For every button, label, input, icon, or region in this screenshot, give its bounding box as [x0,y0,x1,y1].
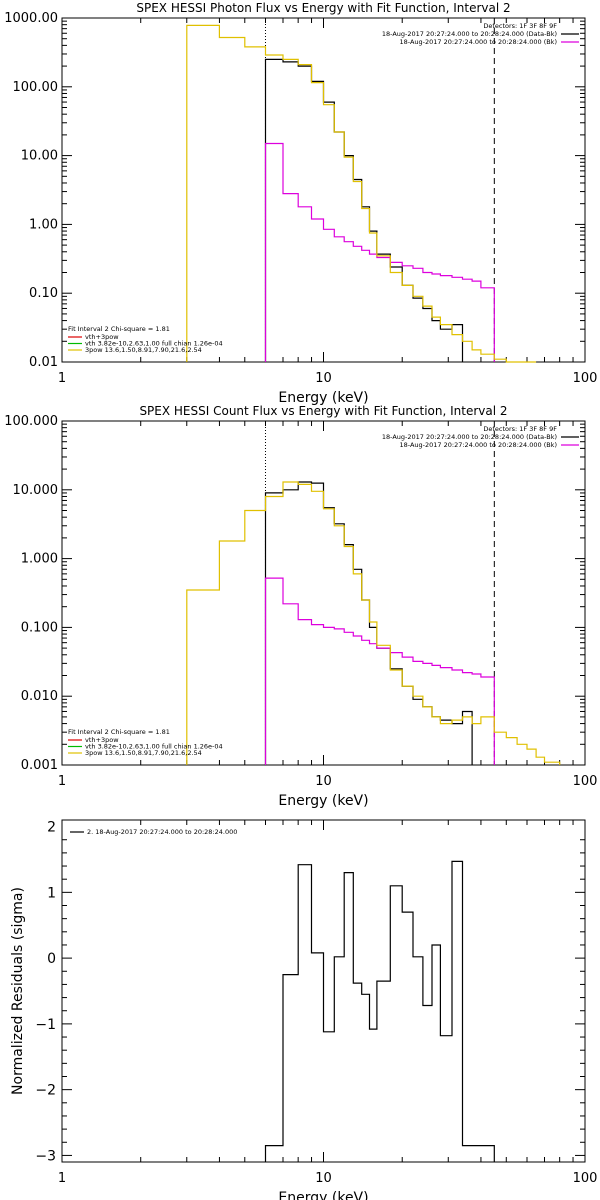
legend-fit-entry: vth+3pow [85,333,119,341]
legend-fit-header: Fit Interval 2 Chi-square = 1.81 [68,325,170,333]
legend-right-entry: Detectors: 1F 3F 8F 9F [483,425,557,433]
legend-right-entry: 18-Aug-2017 20:27:24.000 to 20:28:24.000… [400,38,557,46]
legend-fit-entry: vth 3.82e-10,2.63,1.00 full chian 1.26e-… [85,743,223,751]
legend-right-entry: Detectors: 1F 3F 8F 9F [483,22,557,30]
legend-right-entry: 18-Aug-2017 20:27:24.000 to 20:28:24.000… [382,30,557,38]
legend-right-entry: 18-Aug-2017 20:27:24.000 to 20:28:24.000… [382,433,557,441]
residuals-panel: 1 10 100 Energy (keV) −3 −2 −1 0 1 2 Normalized Re… [10,819,598,1200]
x-tick-label: 10 [315,1171,332,1186]
background-series [264,142,495,362]
x-axis-ticks [61,18,574,362]
fit-model-series [186,24,537,363]
legend-fit-entry: 3pow 13.6,1.50,8.91,7.90,21.6,2.54 [85,749,202,757]
y-tick-label: 0.10 [29,286,58,301]
legend-fit-entry: vth 3.82e-10,2.63,1.00 full chian 1.26e-… [85,340,223,348]
y-tick-label: 10.000 [13,483,59,498]
legend-fit-entry: 3pow 13.6,1.50,8.91,7.90,21.6,2.54 [85,346,202,354]
y-tick-label: 100.000 [4,414,58,429]
y-tick-label: 0.001 [21,758,58,773]
plot-frame [61,17,586,363]
x-tick-label: 1 [58,371,66,386]
legend-fit-header: Fit Interval 2 Chi-square = 1.81 [68,728,170,736]
x-axis-label: Energy (keV) [278,390,368,406]
legend-right-entry: 18-Aug-2017 20:27:24.000 to 20:28:24.000… [400,441,557,449]
chart-title: SPEX HESSI Photon Flux vs Energy with Fi… [136,1,510,15]
x-axis-label: Energy (keV) [278,1190,368,1200]
y-tick-label: 1.000 [21,552,58,567]
y-tick-label: 2 [47,820,56,836]
y-tick-label: −1 [35,1017,56,1033]
y-tick-label: 0.010 [21,689,58,704]
chart-title: SPEX HESSI Count Flux vs Energy with Fit… [139,404,507,418]
y-tick-label: 10.00 [21,149,58,164]
x-tick-label: 10 [315,371,332,386]
y-tick-label: 1.00 [29,217,58,232]
y-tick-label: 0.01 [29,355,58,370]
y-axis-ticks [62,420,585,766]
plot-frame [61,420,586,766]
y-tick-label: 1000.00 [4,11,58,26]
legend-fit-entry: vth+3pow [85,736,119,744]
y-tick-label: 1 [47,885,56,901]
data-minus-bk-series [264,481,473,765]
residuals-series [264,860,495,1162]
x-tick-label: 1 [58,774,66,789]
x-tick-label: 1 [58,1171,66,1186]
fit-model-series [186,481,561,765]
x-axis-ticks [61,820,574,1162]
x-tick-label: 100 [573,1171,598,1186]
x-tick-label: 100 [573,371,598,386]
y-tick-label: −2 [35,1083,56,1099]
y-tick-label: 100.00 [13,80,59,95]
y-axis-ticks [62,17,585,363]
y-axis-ticks [62,839,585,1156]
x-axis-label: Energy (keV) [278,793,368,809]
x-tick-label: 100 [573,774,598,789]
background-series [264,577,495,765]
legend-entry: 2. 18-Aug-2017 20:27:24.000 to 20:28:24.… [87,828,237,836]
y-tick-label: −3 [35,1148,56,1164]
y-tick-label: 0.100 [21,620,58,635]
photon-flux-panel: SPEX HESSI Photon Flux vs Energy with Fi… [4,1,597,406]
x-axis-ticks [61,421,574,765]
x-tick-label: 10 [315,774,332,789]
y-axis-label: Normalized Residuals (sigma) [10,887,26,1095]
count-flux-panel: SPEX HESSI Count Flux vs Energy with Fit… [4,404,597,809]
y-tick-label: 0 [47,951,56,967]
